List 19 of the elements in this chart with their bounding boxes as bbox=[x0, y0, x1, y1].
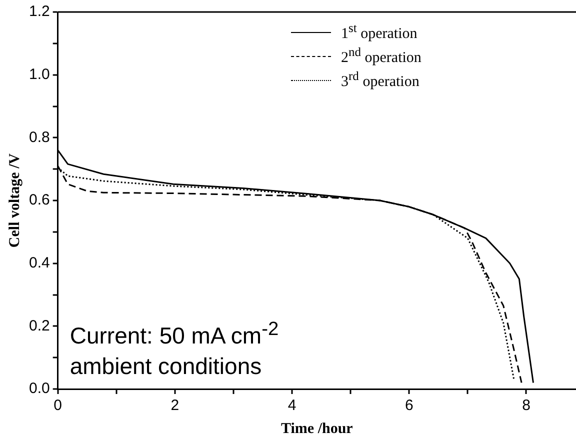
x-tick-label: 2 bbox=[170, 397, 180, 414]
x-tick-label: 0 bbox=[54, 397, 62, 414]
legend-label: 2$^{nd}$ operation bbox=[341, 45, 422, 67]
y-tick-label: 0.6 bbox=[28, 192, 50, 209]
x-tick-label: 4 bbox=[288, 397, 296, 414]
annotation: ambient conditions bbox=[70, 352, 263, 381]
y-tick-label: 0.2 bbox=[28, 317, 50, 334]
x-tick-label: 8 bbox=[522, 397, 530, 414]
legend-label: 1$^{st}$ operation bbox=[341, 21, 418, 43]
y-tick-label: 0.0 bbox=[28, 380, 50, 398]
y-tick-label: 0.8 bbox=[28, 128, 50, 146]
y-axis-title: Cell voltage /V bbox=[6, 153, 23, 248]
y-tick-label: 1.0 bbox=[28, 66, 50, 83]
x-tick-label: 6 bbox=[404, 397, 414, 414]
y-tick-label: 1.2 bbox=[28, 3, 50, 20]
y-tick-label: 0.4 bbox=[28, 254, 50, 272]
legend-label: 3$^{rd}$ operation bbox=[341, 69, 420, 91]
annotation: Current: 50 mA cm$^{-2}$ bbox=[70, 318, 279, 351]
x-axis-title: Time /hour bbox=[281, 420, 354, 437]
